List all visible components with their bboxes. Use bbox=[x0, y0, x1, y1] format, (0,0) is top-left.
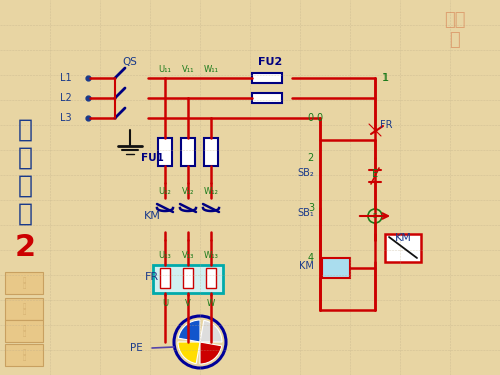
Text: U₁₃: U₁₃ bbox=[158, 251, 172, 260]
Text: SB₁: SB₁ bbox=[297, 208, 314, 218]
Bar bbox=[181, 138, 195, 166]
Text: FR: FR bbox=[145, 272, 159, 282]
Text: 吉祥
電: 吉祥 電 bbox=[444, 10, 466, 50]
Text: FU2: FU2 bbox=[258, 57, 282, 67]
Text: L3: L3 bbox=[60, 113, 72, 123]
Bar bbox=[385, 234, 421, 262]
Text: 0: 0 bbox=[316, 113, 322, 123]
Text: 吉
祥: 吉 祥 bbox=[22, 349, 26, 361]
Wedge shape bbox=[200, 342, 222, 364]
Text: FR: FR bbox=[380, 120, 392, 130]
Wedge shape bbox=[200, 320, 222, 342]
Bar bbox=[5, 320, 43, 342]
Text: 状: 状 bbox=[18, 118, 32, 142]
Bar bbox=[183, 268, 193, 288]
Bar bbox=[158, 138, 172, 166]
Text: L1: L1 bbox=[60, 73, 72, 83]
Text: 示: 示 bbox=[18, 202, 32, 226]
Text: QS: QS bbox=[122, 57, 138, 67]
Bar bbox=[5, 344, 43, 366]
Text: 0: 0 bbox=[308, 113, 314, 123]
Text: W₁₂: W₁₂ bbox=[204, 188, 218, 196]
Bar bbox=[5, 272, 43, 294]
Text: 演: 演 bbox=[18, 174, 32, 198]
Bar bbox=[153, 265, 223, 293]
Text: 4: 4 bbox=[308, 253, 314, 263]
Bar bbox=[204, 138, 218, 166]
Text: 1: 1 bbox=[383, 73, 389, 83]
Text: FU1: FU1 bbox=[140, 153, 164, 163]
Text: 态: 态 bbox=[18, 146, 32, 170]
Bar bbox=[322, 258, 350, 278]
Text: E: E bbox=[372, 169, 378, 179]
Text: V₁₁: V₁₁ bbox=[182, 66, 194, 75]
Text: 2: 2 bbox=[14, 234, 36, 262]
Text: U₁₁: U₁₁ bbox=[158, 66, 172, 75]
Text: 2: 2 bbox=[308, 153, 314, 163]
Text: V₁₃: V₁₃ bbox=[182, 251, 194, 260]
Text: V: V bbox=[185, 298, 191, 307]
Text: 吉
祥: 吉 祥 bbox=[22, 325, 26, 337]
Text: PE: PE bbox=[130, 343, 143, 353]
Text: KM: KM bbox=[144, 211, 160, 221]
Wedge shape bbox=[178, 320, 200, 342]
Bar bbox=[5, 298, 43, 320]
Bar bbox=[252, 73, 282, 83]
Text: 3: 3 bbox=[308, 203, 314, 213]
Text: L2: L2 bbox=[60, 93, 72, 103]
Bar bbox=[206, 268, 216, 288]
Bar bbox=[252, 93, 282, 103]
Text: V₁₂: V₁₂ bbox=[182, 188, 194, 196]
Text: U₁₂: U₁₂ bbox=[158, 188, 172, 196]
Text: E: E bbox=[373, 213, 377, 219]
Text: KM: KM bbox=[394, 233, 411, 243]
Text: SB₂: SB₂ bbox=[297, 168, 314, 178]
Text: W₁₁: W₁₁ bbox=[204, 66, 218, 75]
Wedge shape bbox=[178, 342, 200, 364]
Text: 1: 1 bbox=[382, 73, 388, 83]
Text: 吉
祥: 吉 祥 bbox=[22, 277, 26, 289]
Bar bbox=[160, 268, 170, 288]
Text: KM: KM bbox=[299, 261, 314, 271]
Text: W₁₃: W₁₃ bbox=[204, 251, 218, 260]
Text: W: W bbox=[207, 298, 215, 307]
Text: U: U bbox=[162, 298, 168, 307]
Text: 吉
祥: 吉 祥 bbox=[22, 303, 26, 315]
